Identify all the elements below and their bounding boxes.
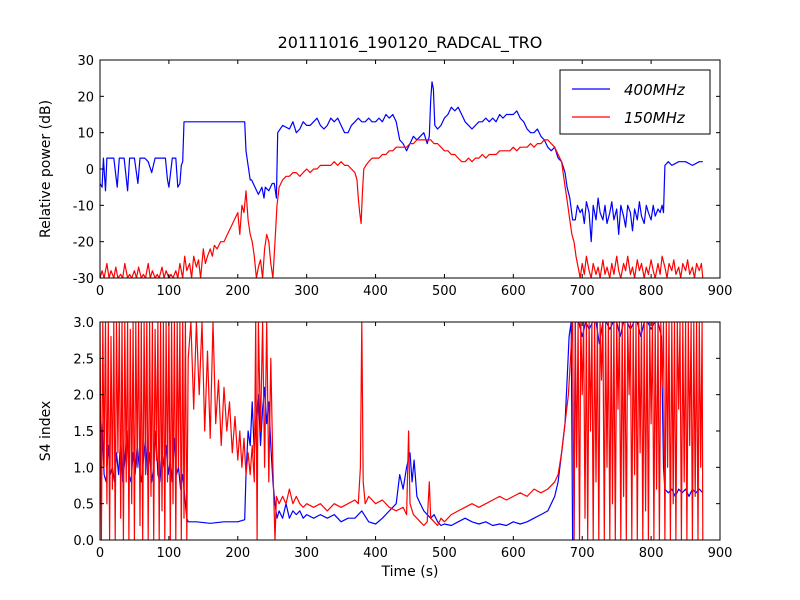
- power-y-tick-label: 20: [77, 90, 94, 105]
- s4-x-axis-label: Time (s): [381, 564, 439, 580]
- power-x-tick-label: 600: [501, 284, 526, 299]
- power-y-tick-label: 0: [86, 163, 94, 178]
- s4-y-tick-label: 3.0: [73, 316, 94, 331]
- s4-x-tick-label: 700: [570, 546, 595, 561]
- s4-x-tick-label: 400: [363, 546, 388, 561]
- s4-x-tick-label: 900: [708, 546, 733, 561]
- s4-y-tick-label: 0.0: [73, 534, 94, 549]
- s4-x-tick-label: 0: [96, 546, 104, 561]
- s4-series-line-150mhz: [100, 322, 704, 540]
- power-y-tick-label: -20: [73, 236, 94, 251]
- s4-y-tick-label: 1.5: [73, 425, 94, 440]
- power-x-tick-label: 0: [96, 284, 104, 299]
- legend: 400MHz 150MHz: [559, 69, 711, 135]
- power-series-line-400mhz: [100, 81, 703, 243]
- s4-y-tick-label: 2.5: [73, 352, 94, 367]
- power-y-tick-label: 10: [77, 127, 94, 142]
- power-y-tick-label: 30: [77, 54, 94, 69]
- power-x-tick-label: 300: [294, 284, 319, 299]
- s4-y-tick-label: 0.5: [73, 498, 94, 513]
- power-y-tick-label: -10: [73, 199, 94, 214]
- power-x-tick-label: 700: [570, 284, 595, 299]
- figure-title: 20111016_190120_RADCAL_TRO: [278, 33, 543, 53]
- s4-axes: 0 100 200 300 400 500 600 700 800 900 0.0 0.5 1.0 1.5…: [38, 316, 732, 580]
- power-x-tick-label: 400: [363, 284, 388, 299]
- power-x-tick-label: 900: [708, 284, 733, 299]
- power-x-tick-label: 100: [156, 284, 181, 299]
- s4-x-tick-label: 300: [294, 546, 319, 561]
- s4-y-tick-label: 2.0: [73, 389, 94, 404]
- legend-label-150mhz: 150MHz: [624, 109, 686, 127]
- s4-x-tick-label: 200: [225, 546, 250, 561]
- s4-y-axis-label: S4 index: [38, 401, 54, 462]
- power-y-axis-label: Relative power (dB): [38, 100, 54, 238]
- power-x-tick-label: 500: [432, 284, 457, 299]
- power-series-line-150mhz: [100, 139, 704, 278]
- legend-label-400mhz: 400MHz: [624, 81, 686, 99]
- s4-x-tick-label: 500: [432, 546, 457, 561]
- power-x-tick-label: 800: [639, 284, 664, 299]
- s4-x-tick-label: 600: [501, 546, 526, 561]
- power-x-tick-label: 200: [225, 284, 250, 299]
- s4-y-tick-label: 1.0: [73, 461, 94, 476]
- s4-x-tick-label: 100: [156, 546, 181, 561]
- legend-box: [559, 69, 711, 135]
- power-y-tick-label: -30: [73, 272, 94, 287]
- power-axes: 0 100 200 300 400 500 600 700 800 900 -30 -20 -10 0 10…: [38, 54, 732, 299]
- s4-x-tick-label: 800: [639, 546, 664, 561]
